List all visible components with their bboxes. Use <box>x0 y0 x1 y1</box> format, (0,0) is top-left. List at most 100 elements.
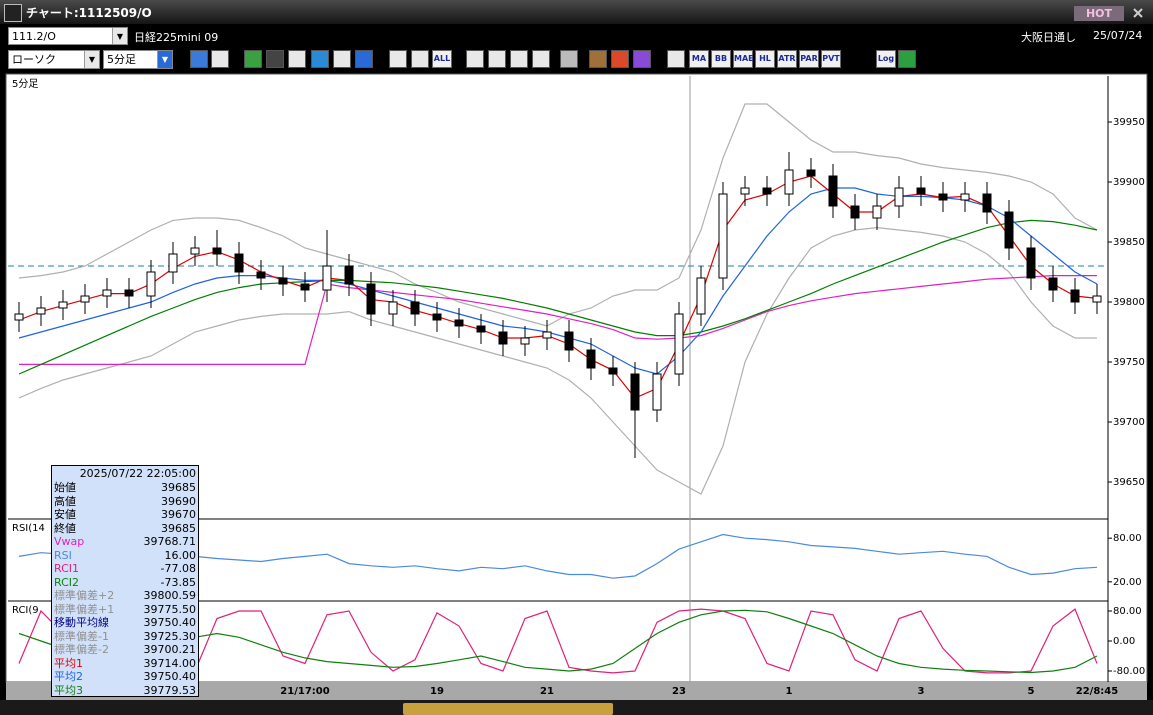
candle-body <box>1070 289 1080 303</box>
candle-body <box>542 331 552 339</box>
info-row: 標準偏差+2 39800.59 <box>54 589 196 603</box>
toolbar-icon[interactable] <box>311 50 329 68</box>
toolbar-icon[interactable] <box>411 50 429 68</box>
x-tick-label: 19 <box>430 686 444 697</box>
toolbar-button[interactable]: ALL <box>432 50 452 68</box>
info-label: 安値 <box>54 508 76 521</box>
app-icon <box>4 4 22 22</box>
info-value: 39779.53 <box>143 683 197 697</box>
toolbar-icon[interactable] <box>633 50 651 68</box>
toolbar-icon[interactable] <box>355 50 373 68</box>
interval: 5分足 <box>107 53 136 66</box>
symbol-select[interactable]: 111.2/O ▼ <box>8 27 128 45</box>
toolbar-icon[interactable] <box>898 50 916 68</box>
y-tick-label: 39950 <box>1113 117 1145 128</box>
toolbar-button[interactable]: HL <box>755 50 775 68</box>
candle-body <box>1026 247 1036 279</box>
candle-body <box>476 325 486 333</box>
candle-body <box>1092 295 1102 303</box>
toolbar-icon[interactable] <box>288 50 306 68</box>
candle-body <box>190 247 200 255</box>
dropdown-arrow: ▼ <box>112 28 127 44</box>
y-tick-label: 39750 <box>1113 357 1145 368</box>
candle-body <box>960 193 970 201</box>
toolbar-icon[interactable] <box>532 50 550 68</box>
toolbar-icon[interactable] <box>266 50 284 68</box>
close-button[interactable] <box>1132 7 1144 19</box>
info-datetime: 2025/07/22 22:05:00 <box>79 467 196 480</box>
chart-style: ローソク <box>12 53 56 66</box>
toolbar-button[interactable]: PAR <box>799 50 819 68</box>
toolbar-icon[interactable] <box>389 50 407 68</box>
candle-body <box>212 247 222 255</box>
candle-body <box>1004 211 1014 249</box>
interval-select[interactable]: 5分足 ▼ <box>103 50 173 69</box>
info-label: RCI1 <box>54 562 80 575</box>
toolbar-icon[interactable] <box>244 50 262 68</box>
toolbar-icon[interactable] <box>667 50 685 68</box>
toolbar-icon[interactable] <box>589 50 607 68</box>
info-label: 標準偏差+1 <box>54 602 115 616</box>
info-value: 39685 <box>161 521 196 535</box>
x-tick-label: 22/8:45 <box>1076 686 1118 697</box>
toolbar-icon[interactable] <box>560 50 578 68</box>
symbol: 111.2/O <box>12 30 56 43</box>
candle-body <box>366 283 376 315</box>
date: 25/07/24 <box>1093 29 1143 42</box>
candle-body <box>36 307 46 315</box>
info-label: 標準偏差-1 <box>54 629 109 643</box>
candle-body <box>850 205 860 219</box>
info-label: 標準偏差+2 <box>54 589 115 602</box>
hot-badge[interactable]: HOT <box>1074 6 1124 21</box>
candle-body <box>696 277 706 315</box>
toolbar-button[interactable]: MA <box>689 50 709 68</box>
info-row: 移動平均線 39750.40 <box>54 616 196 630</box>
info-value: 39750.40 <box>143 670 197 683</box>
y-tick-label: 39800 <box>1113 297 1145 308</box>
info-label: RSI <box>54 548 72 562</box>
toolbar-button[interactable]: ATR <box>777 50 797 68</box>
info-value: 39800.59 <box>143 589 197 602</box>
toolbar-button[interactable]: PVT <box>821 50 841 68</box>
toolbar-icon[interactable] <box>510 50 528 68</box>
toolbar-icon[interactable] <box>190 50 208 68</box>
info-label: 平均3 <box>54 683 83 697</box>
candle-body <box>608 367 618 375</box>
candle-body <box>982 193 992 213</box>
x-tick-label: 23 <box>672 686 686 697</box>
info-value: 39670 <box>161 508 196 521</box>
info-value: 39768.71 <box>143 535 197 548</box>
y-tick-label: 20.00 <box>1113 577 1142 588</box>
candle-body <box>652 373 662 411</box>
candle-body <box>388 301 398 315</box>
info-value: 39690 <box>161 494 196 508</box>
toolbar-icon[interactable] <box>488 50 506 68</box>
candle-body <box>256 271 266 279</box>
toolbar-icon[interactable] <box>611 50 629 68</box>
info-row: 終値 39685 <box>54 522 196 536</box>
instrument: 日経225mini 09 <box>134 31 219 44</box>
info-row: Vwap 39768.71 <box>54 535 196 549</box>
dropdown-arrow: ▼ <box>157 51 172 68</box>
toolbar-button[interactable]: BB <box>711 50 731 68</box>
toolbar-button[interactable]: Log <box>876 50 896 68</box>
info-value: 39750.40 <box>143 616 197 629</box>
info-rows: 始値 39685 高値 39690 安値 39670 終値 39685 Vwap 39768.71… <box>54 481 196 697</box>
toolbar-icon[interactable] <box>466 50 484 68</box>
series-line <box>18 187 1098 375</box>
info-value: 39700.21 <box>143 643 197 656</box>
toolbar-icon[interactable] <box>333 50 351 68</box>
candle-body <box>432 313 442 321</box>
series-line <box>19 275 1097 365</box>
candle-body <box>168 253 178 273</box>
style-select[interactable]: ローソク ▼ <box>8 50 100 69</box>
toolbar-icon[interactable] <box>211 50 229 68</box>
panel-label: 5分足 <box>12 78 38 90</box>
series-line <box>18 219 1098 375</box>
y-tick-label: 0.00 <box>1113 636 1135 647</box>
candle-body <box>520 337 530 345</box>
info-panel: 2025/07/22 22:05:00 始値 39685 高値 39690 安値 3967… <box>51 465 199 697</box>
info-row: 安値 39670 <box>54 508 196 522</box>
scrollbar-thumb[interactable] <box>403 703 613 715</box>
toolbar-button[interactable]: MAE <box>733 50 754 68</box>
